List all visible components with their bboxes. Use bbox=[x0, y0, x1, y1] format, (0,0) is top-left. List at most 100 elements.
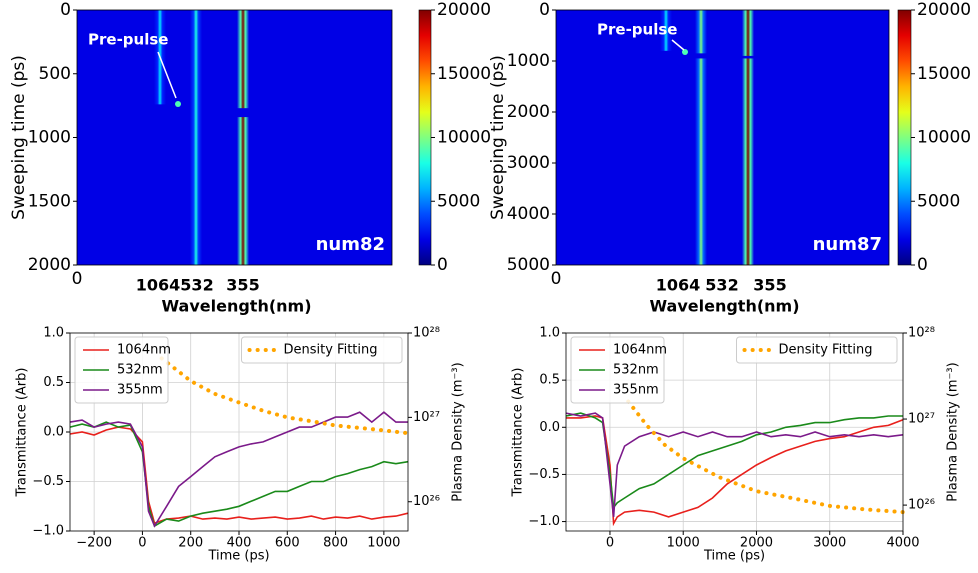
x-tick-label: 0 bbox=[138, 536, 146, 551]
legend-box bbox=[241, 336, 403, 364]
y-tick-label: 0 bbox=[539, 0, 550, 20]
x-tick-label: 3000 bbox=[813, 536, 846, 551]
x-tick-label: 2000 bbox=[740, 536, 773, 551]
x-tick-label: 1000 bbox=[367, 536, 400, 551]
colorbar bbox=[897, 9, 912, 266]
y-tick-label: 0.5 bbox=[43, 375, 64, 390]
legend-box bbox=[570, 336, 665, 404]
x-category-label: 355 bbox=[226, 276, 259, 295]
annotation-arrow bbox=[157, 51, 177, 99]
y-axis-label: Sweeping time (ps) bbox=[9, 55, 29, 220]
y-axis-label: Sweeping time (ps) bbox=[488, 55, 508, 220]
y2-axis-label: Plasma Density (m⁻³) bbox=[451, 362, 466, 501]
x-tick-label: 0 bbox=[72, 269, 83, 289]
y-tick-label: 1000 bbox=[507, 51, 550, 71]
plot-frame bbox=[565, 332, 904, 532]
streak bbox=[742, 10, 754, 56]
x-axis-label: Time (ps) bbox=[207, 549, 269, 564]
series-line bbox=[159, 356, 410, 436]
shot-label: num87 bbox=[813, 234, 882, 255]
legend-label: 355nm bbox=[117, 383, 163, 398]
y-axis-label: Transmittance (Arb) bbox=[15, 368, 30, 498]
y-tick-label: 1500 bbox=[28, 191, 71, 211]
legend-label: 1064nm bbox=[117, 343, 171, 358]
pre-pulse-spot bbox=[175, 101, 181, 107]
y-tick-label: 2000 bbox=[507, 102, 550, 122]
streak-image bbox=[77, 10, 392, 265]
y-tick-label: 0.5 bbox=[539, 373, 560, 388]
x-category-label: 532 bbox=[705, 276, 738, 295]
y-axis-label: Transmittance (Arb) bbox=[511, 368, 526, 498]
streak bbox=[695, 10, 707, 54]
colorbar-tick-label: 0 bbox=[437, 255, 448, 275]
streak bbox=[660, 10, 672, 51]
y-tick-label: 1.0 bbox=[539, 326, 560, 341]
legend-label: Density Fitting bbox=[284, 343, 378, 358]
legend-box bbox=[74, 336, 169, 404]
x-category-label: 1064 bbox=[656, 276, 701, 295]
y-tick-label: −1.0 bbox=[528, 514, 560, 529]
colorbar-tick-label: 10000 bbox=[437, 128, 491, 148]
streak bbox=[695, 58, 707, 266]
y-tick-label: −0.5 bbox=[32, 474, 64, 489]
x-tick-label: 1000 bbox=[667, 536, 700, 551]
image-frame bbox=[76, 9, 393, 266]
x-axis-label: Wavelength(nm) bbox=[161, 297, 311, 316]
streak bbox=[742, 58, 754, 266]
legend-label: Density Fitting bbox=[779, 343, 873, 358]
y2-tick-label: 10²⁶ bbox=[413, 494, 440, 509]
series-line bbox=[565, 412, 904, 517]
x-category-label: 532 bbox=[180, 276, 213, 295]
x-tick-label: 400 bbox=[227, 536, 252, 551]
colorbar-tick-label: 15000 bbox=[437, 64, 491, 84]
x-tick-label: 0 bbox=[606, 536, 614, 551]
legend-label: 1064nm bbox=[613, 343, 667, 358]
colorbar-tick-label: 20000 bbox=[917, 0, 971, 20]
x-axis-label: Wavelength(nm) bbox=[649, 297, 799, 316]
x-tick-label: 600 bbox=[275, 536, 300, 551]
colorbar-tick-label: 0 bbox=[917, 255, 928, 275]
x-tick-label: 4000 bbox=[886, 536, 919, 551]
series-line bbox=[69, 426, 409, 525]
y-tick-label: 4000 bbox=[507, 204, 550, 224]
annotation-arrow bbox=[671, 39, 685, 51]
colorbar-tick-label: 5000 bbox=[437, 191, 480, 211]
x-tick-label: 0 bbox=[551, 269, 562, 289]
legend-box bbox=[736, 336, 898, 364]
y2-tick-label: 10²⁶ bbox=[908, 498, 935, 513]
y-tick-label: 500 bbox=[39, 64, 71, 84]
streak bbox=[190, 10, 202, 265]
series-line bbox=[69, 421, 409, 528]
annotation: Pre-pulse bbox=[88, 31, 168, 49]
y-tick-label: 5000 bbox=[507, 255, 550, 275]
y-tick-label: 1.0 bbox=[43, 326, 64, 341]
legend-label: 532nm bbox=[117, 363, 163, 378]
annotation: Pre-pulse bbox=[597, 21, 677, 39]
y-tick-label: 2000 bbox=[28, 255, 71, 275]
x-tick-label: 200 bbox=[178, 536, 203, 551]
y2-tick-label: 10²⁸ bbox=[413, 326, 440, 341]
colorbar bbox=[418, 9, 432, 266]
y-tick-label: −0.5 bbox=[528, 467, 560, 482]
y-tick-label: 0.0 bbox=[539, 420, 560, 435]
legend-label: 532nm bbox=[613, 363, 659, 378]
colorbar-tick-label: 20000 bbox=[437, 0, 491, 20]
y2-tick-label: 10²⁸ bbox=[908, 326, 935, 341]
plot-frame bbox=[69, 332, 409, 532]
x-axis-label: Time (ps) bbox=[703, 549, 765, 564]
x-category-label: 355 bbox=[753, 276, 786, 295]
x-tick-label: −200 bbox=[76, 536, 112, 551]
series-line bbox=[626, 399, 905, 515]
colorbar-tick-label: 5000 bbox=[917, 191, 960, 211]
streak-image bbox=[556, 10, 889, 265]
series-line bbox=[69, 411, 408, 528]
y-tick-label: 0.0 bbox=[43, 425, 64, 440]
x-category-label: 1064 bbox=[136, 276, 181, 295]
y-tick-label: −1.0 bbox=[32, 524, 64, 539]
y-tick-label: 1000 bbox=[28, 128, 71, 148]
streak bbox=[237, 117, 249, 265]
shot-label: num82 bbox=[316, 234, 385, 255]
image-frame bbox=[555, 9, 890, 266]
y-tick-label: 3000 bbox=[507, 153, 550, 173]
